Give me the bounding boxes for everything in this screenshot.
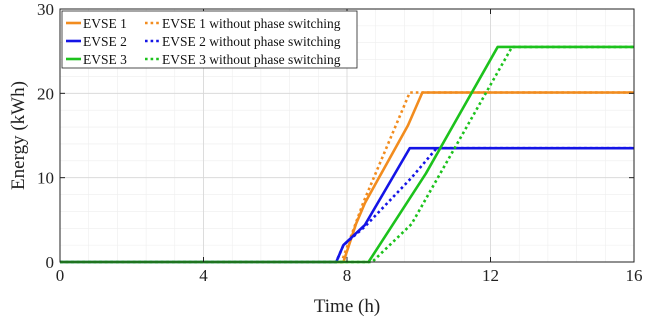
legend-box [61, 10, 358, 69]
x-tick-label: 12 [482, 266, 499, 285]
tick-marks [59, 8, 635, 263]
y-tick-label: 20 [37, 84, 54, 103]
series-line-2 [60, 91, 634, 264]
legend-label-5: EVSE 3 [83, 52, 127, 67]
x-axis-label: Time (h) [314, 296, 380, 317]
y-tick-label: 10 [37, 169, 54, 188]
x-tick-label: 0 [56, 266, 65, 285]
y-tick-label: 30 [37, 0, 54, 19]
legend-label-3: EVSE 2 [83, 34, 127, 49]
x-tick-label: 8 [343, 266, 352, 285]
legend-label-6: EVSE 3 without phase switching [162, 52, 341, 67]
legend: EVSE 1 EVSE 1 without phase switching EVSE… [61, 10, 358, 69]
x-tick-label: 4 [199, 266, 208, 285]
y-tick-label: 0 [46, 253, 55, 272]
x-tick-label: 16 [626, 266, 643, 285]
legend-label-2: EVSE 1 without phase switching [162, 16, 341, 31]
legend-label-4: EVSE 2 without phase switching [162, 34, 341, 49]
y-axis-label: Energy (kWh) [8, 81, 29, 190]
legend-label-1: EVSE 1 [83, 16, 127, 31]
